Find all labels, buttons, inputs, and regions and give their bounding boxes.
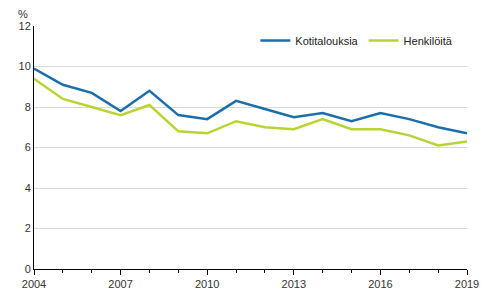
svg-text:6: 6 (25, 141, 31, 153)
svg-text:2016: 2016 (368, 278, 392, 290)
svg-text:0: 0 (25, 263, 31, 275)
svg-text:Henkilöitä: Henkilöitä (404, 35, 453, 47)
svg-text:4: 4 (25, 182, 31, 194)
svg-text:Kotitalouksia: Kotitalouksia (295, 35, 358, 47)
svg-text:2013: 2013 (282, 278, 306, 290)
svg-text:2010: 2010 (195, 278, 219, 290)
svg-text:2004: 2004 (22, 278, 46, 290)
svg-text:2: 2 (25, 222, 31, 234)
svg-text:%: % (18, 8, 28, 20)
svg-text:2007: 2007 (108, 278, 132, 290)
svg-text:2019: 2019 (455, 278, 479, 290)
svg-text:10: 10 (19, 60, 31, 72)
svg-text:8: 8 (25, 101, 31, 113)
svg-text:12: 12 (19, 20, 31, 32)
